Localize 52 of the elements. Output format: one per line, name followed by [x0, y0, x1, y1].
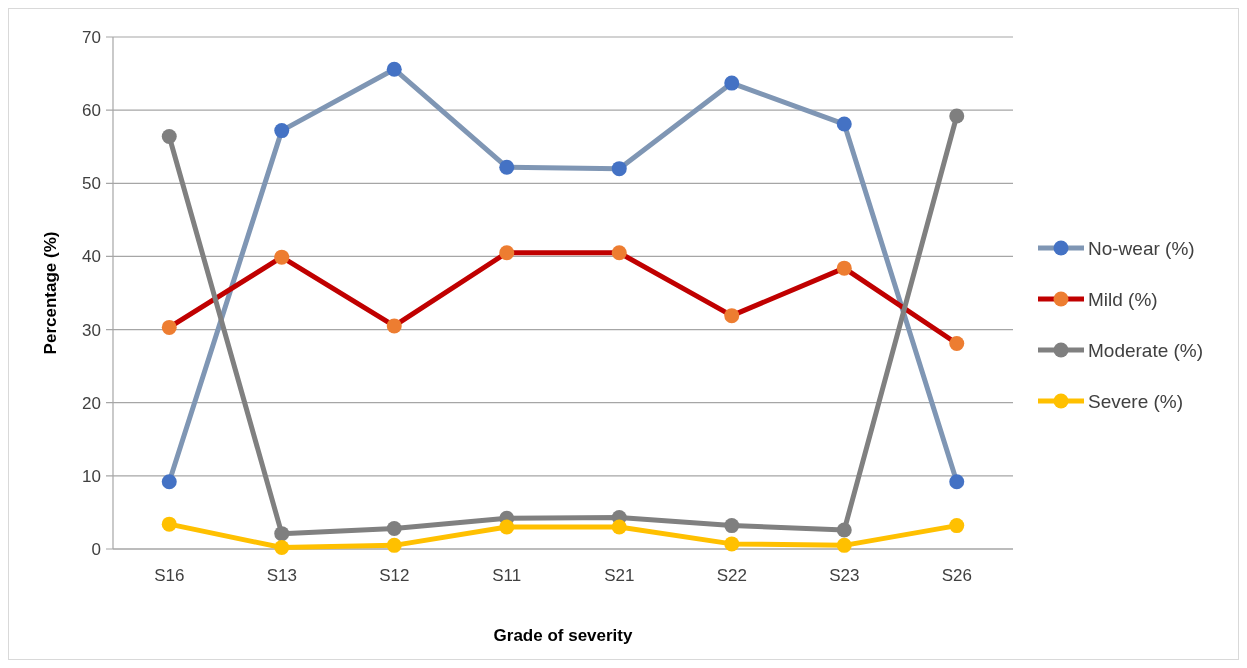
x-tick-label: S16: [154, 566, 185, 585]
x-tick-label: S21: [604, 566, 635, 585]
point: [499, 245, 515, 261]
x-tick-label: S11: [492, 566, 522, 585]
point: [611, 245, 627, 261]
point: [724, 518, 740, 534]
point: [724, 75, 740, 91]
point: [836, 537, 852, 553]
legend-label: Moderate (%): [1088, 339, 1204, 361]
x-tick-label: S12: [379, 566, 410, 585]
point: [161, 474, 177, 490]
y-tick-label: 30: [82, 320, 101, 340]
point: [274, 123, 290, 139]
x-tick-label: S22: [716, 566, 747, 585]
legend-label: Severe (%): [1088, 390, 1184, 412]
y-tick-label: 10: [82, 466, 101, 486]
point: [836, 260, 852, 276]
y-tick-label: 20: [82, 393, 101, 413]
legend-label: Mild (%): [1088, 288, 1158, 310]
point: [386, 537, 402, 553]
y-tick-label: 0: [91, 539, 101, 559]
y-tick-label: 60: [82, 101, 101, 121]
point: [611, 161, 627, 177]
point: [274, 526, 290, 542]
point: [274, 540, 290, 556]
point: [161, 319, 177, 335]
legend-label: No-wear (%): [1088, 237, 1195, 259]
point: [836, 116, 852, 132]
point: [724, 308, 740, 324]
y-tick-label: 50: [82, 174, 101, 194]
point: [499, 159, 515, 175]
point: [949, 518, 965, 534]
point: [161, 516, 177, 532]
point: [386, 318, 402, 334]
point: [611, 519, 627, 535]
point: [724, 536, 740, 552]
y-tick-label: 40: [82, 247, 101, 267]
point: [949, 474, 965, 490]
x-axis-title: Grade of severity: [493, 626, 633, 645]
point: [499, 519, 515, 535]
point: [949, 335, 965, 351]
point: [949, 108, 965, 124]
x-tick-label: S23: [829, 566, 860, 585]
x-tick-label: S26: [941, 566, 972, 585]
point: [161, 128, 177, 144]
point: [386, 521, 402, 537]
y-tick-label: 70: [82, 27, 101, 47]
point: [274, 249, 290, 265]
point: [836, 522, 852, 538]
point: [386, 61, 402, 77]
x-tick-label: S13: [266, 566, 297, 585]
y-axis-title: Percentage (%): [41, 231, 60, 355]
